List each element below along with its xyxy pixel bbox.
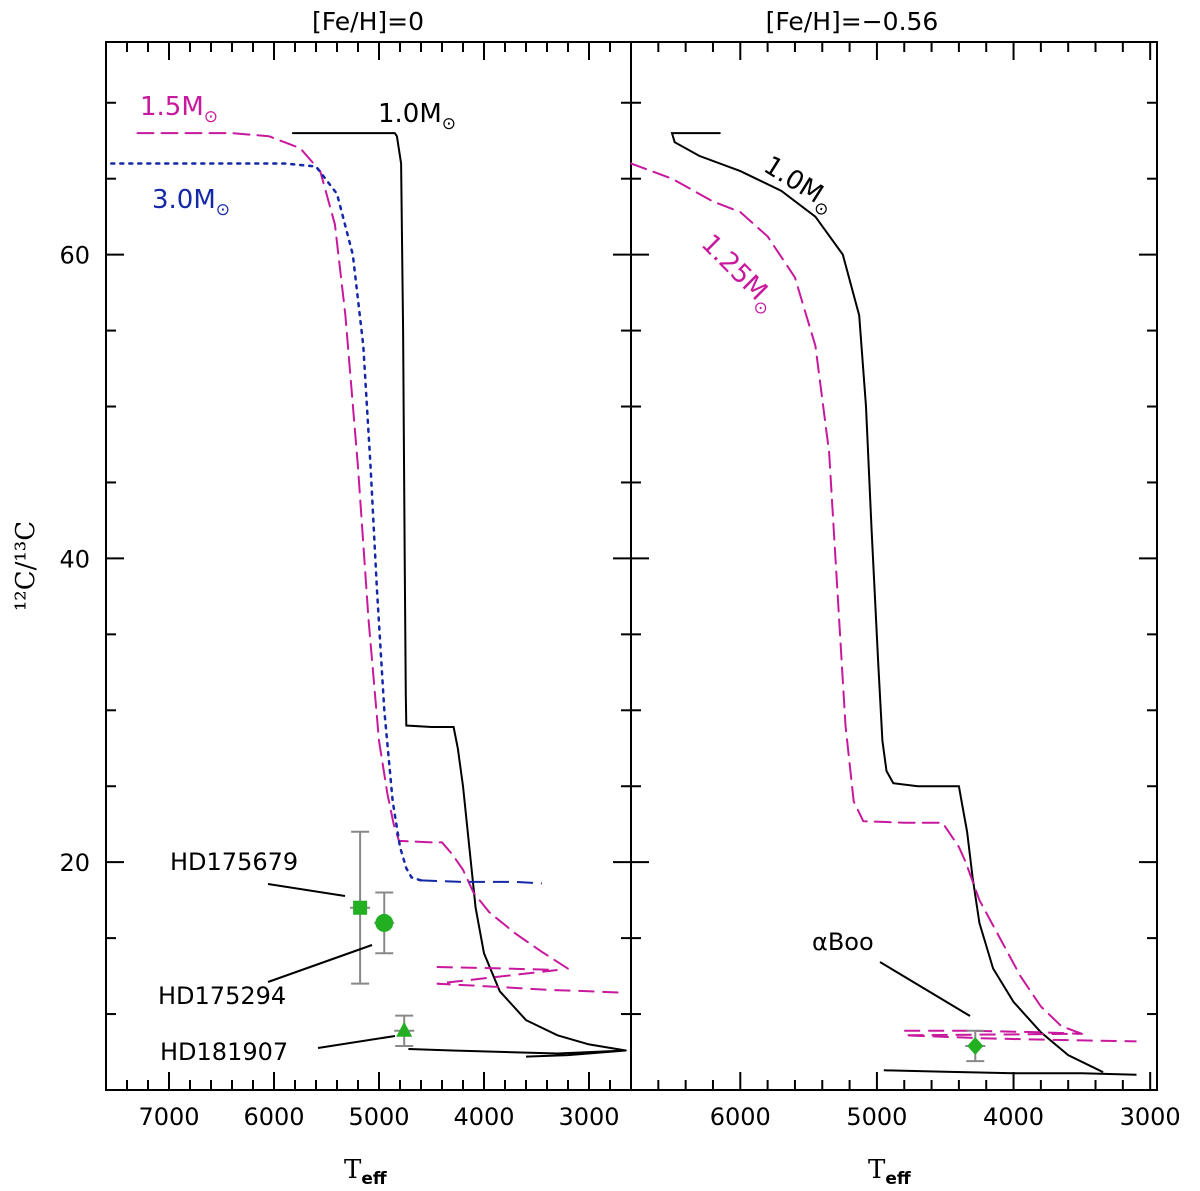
star-label: HD175679 xyxy=(170,848,298,876)
series-line-30M xyxy=(110,162,423,882)
curves-left: 1.0M⊙ 1.5M⊙ 3.0M⊙ xyxy=(110,92,627,1058)
panel-low-metallicity: [Fe/H]=−0.56 6000 5000 4000 3000 1.0M⊙ 1.25M… xyxy=(630,7,1181,1131)
x-tick-label: 3000 xyxy=(558,1103,619,1131)
x-axis-label-right-main: T xyxy=(868,1155,886,1185)
series-branch-15M xyxy=(436,966,626,994)
series-branch-30M xyxy=(420,879,542,885)
stars-left: HD175679 HD175294 HD181907 xyxy=(158,830,415,1066)
star-label: HD181907 xyxy=(160,1038,288,1066)
marker-square xyxy=(353,900,368,915)
panel-title-right: [Fe/H]=−0.56 xyxy=(766,7,939,36)
star-label-leader xyxy=(267,944,373,983)
series-branch-10M xyxy=(408,1048,626,1058)
star-label-leader xyxy=(317,1035,396,1049)
series-label: 1.5M⊙ xyxy=(140,92,218,127)
star-label: αBoo xyxy=(812,928,874,956)
series-line-125M xyxy=(630,162,1083,1035)
series-label-sun-symbol: ⊙ xyxy=(216,200,230,220)
y-tick-label: 40 xyxy=(59,545,90,573)
x-tick-label: 7000 xyxy=(138,1103,199,1131)
series-line-10M xyxy=(670,132,1104,1073)
series-label-sun-symbol: ⊙ xyxy=(748,296,772,320)
marker-diamond xyxy=(967,1036,984,1055)
series-line-10M xyxy=(291,132,627,1052)
x-tick-label: 3000 xyxy=(1120,1103,1181,1131)
star-point: HD175294 xyxy=(158,891,395,1010)
series-label: 1.0M⊙ xyxy=(378,99,456,134)
x-tick-label: 4000 xyxy=(983,1103,1044,1131)
y-axis-label: ¹²C/¹³C xyxy=(11,521,41,611)
star-point: HD175679 xyxy=(170,830,371,985)
star-label-leader xyxy=(879,961,971,1017)
ticks-left: 7000 6000 5000 4000 3000 20 40 60 xyxy=(59,42,632,1131)
panel-title-left: [Fe/H]=0 xyxy=(312,7,424,36)
marker-triangle xyxy=(396,1021,413,1037)
star-point: αBoo xyxy=(812,928,986,1063)
y-tick-label: 60 xyxy=(59,242,90,270)
x-tick-label: 5000 xyxy=(348,1103,409,1131)
series-label-sun-symbol: ⊙ xyxy=(204,107,218,127)
x-axis-label-left: Teff xyxy=(344,1155,387,1189)
x-axis-label-left-main: T xyxy=(344,1155,362,1185)
marker-circle xyxy=(375,913,394,932)
x-tick-label: 6000 xyxy=(710,1103,771,1131)
star-point: HD181907 xyxy=(160,1014,415,1066)
x-axis-label-right-sub: eff xyxy=(885,1169,911,1189)
series-label: 3.0M⊙ xyxy=(152,185,230,220)
y-tick-label: 20 xyxy=(59,849,90,877)
x-axis-label-right: Teff xyxy=(868,1155,911,1189)
x-tick-label: 4000 xyxy=(453,1103,514,1131)
plot-frame-right xyxy=(630,41,1158,1091)
stars-right: αBoo xyxy=(812,928,986,1063)
x-axis-label-left-sub: eff xyxy=(361,1169,387,1189)
series-label-sun-symbol: ⊙ xyxy=(810,197,833,222)
series-label: 1.25M⊙ xyxy=(692,229,784,321)
series-branch-125M xyxy=(904,1029,1137,1043)
panel-solar-metallicity: [Fe/H]=0 7000 6000 5000 4000 3000 20 40 60 1.0M… xyxy=(59,7,632,1131)
series-label-sun-symbol: ⊙ xyxy=(442,114,456,134)
x-tick-label: 6000 xyxy=(243,1103,304,1131)
series-label: 1.0M⊙ xyxy=(756,150,841,221)
series-line-15M xyxy=(136,132,572,971)
curves-right: 1.0M⊙ 1.25M⊙ xyxy=(630,132,1137,1076)
star-label: HD175294 xyxy=(158,982,286,1010)
ticks-right: 6000 5000 4000 3000 xyxy=(630,42,1181,1131)
x-tick-label: 5000 xyxy=(846,1103,907,1131)
star-label-leader xyxy=(267,883,346,897)
series-branch-10M xyxy=(883,1069,1137,1076)
